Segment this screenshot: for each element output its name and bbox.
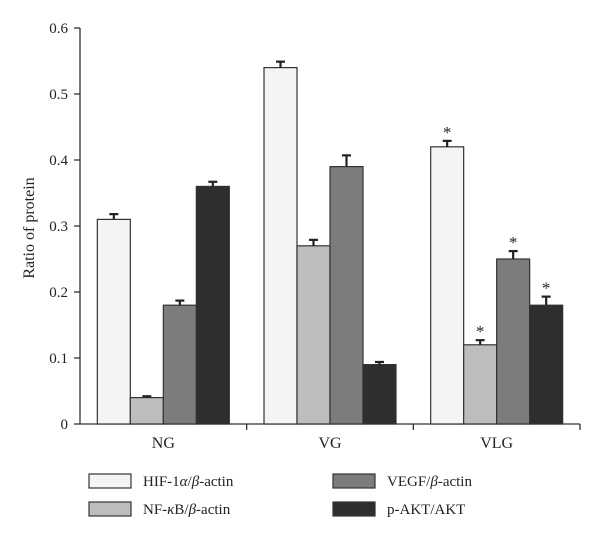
x-category-label: VG (318, 435, 342, 452)
y-tick-label: 0.5 (49, 87, 68, 103)
significance-marker: * (476, 322, 485, 341)
legend-swatch (88, 501, 132, 517)
bar (362, 364, 397, 425)
significance-marker: * (443, 123, 452, 142)
y-tick-label: 0.3 (49, 219, 68, 235)
legend-label: VEGF/β-actin (387, 474, 472, 490)
legend-label: NF-κB/β-actin (143, 502, 231, 518)
legend-label: HIF-1α/β-actin (143, 474, 234, 490)
y-tick-label: 0.6 (49, 21, 68, 37)
bar (529, 304, 564, 425)
bar (162, 304, 197, 425)
x-axis: NG VG VLG (80, 423, 581, 452)
x-category-label: VLG (480, 435, 513, 452)
bar (329, 166, 364, 425)
significance-marker: * (542, 279, 551, 298)
bars: * * * * (96, 60, 564, 425)
bar (496, 258, 531, 425)
y-axis-title: Ratio of protein (21, 177, 38, 278)
y-tick-label: 0.1 (49, 351, 68, 367)
significance-marker: * (509, 233, 518, 252)
legend-label: p-AKT/AKT (387, 502, 465, 518)
legend: HIF-1α/β-actin NF-κB/β-actin VEGF/β-actin p… (88, 473, 472, 518)
y-tick-label: 0.4 (49, 153, 68, 169)
legend-swatch (88, 473, 132, 489)
bar (430, 146, 465, 425)
bar (129, 397, 164, 425)
bar (463, 344, 498, 425)
bar (296, 245, 331, 425)
bar (96, 218, 131, 425)
bar (195, 185, 230, 425)
legend-swatch (332, 501, 376, 517)
x-category-label: NG (152, 435, 176, 452)
y-tick-label: 0 (61, 417, 69, 433)
legend-swatch (332, 473, 376, 489)
bar (263, 66, 298, 425)
y-axis: 0 0.1 0.2 0.3 0.4 0.5 0.6 (49, 21, 81, 433)
y-tick-label: 0.2 (49, 285, 68, 301)
